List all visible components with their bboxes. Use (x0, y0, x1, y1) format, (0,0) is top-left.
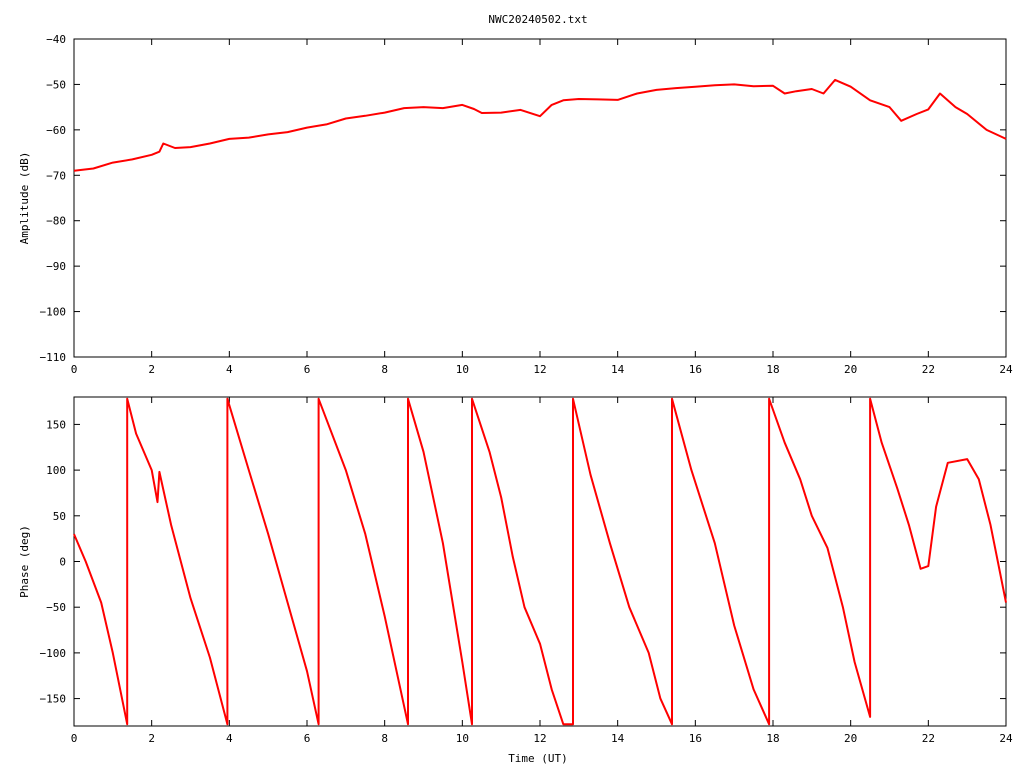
phase-x-tick-label: 6 (304, 732, 311, 745)
amplitude-y-tick-label: −110 (40, 351, 67, 364)
amplitude-y-tick-label: −80 (46, 215, 66, 228)
amplitude-y-axis-label: Amplitude (dB) (18, 152, 31, 245)
amplitude-y-tick-label: −70 (46, 169, 66, 182)
amplitude-x-tick-label: 0 (71, 363, 78, 376)
phase-y-tick-label: 150 (46, 418, 66, 431)
phase-x-tick-label: 12 (533, 732, 546, 745)
phase-x-tick-label: 24 (999, 732, 1013, 745)
amplitude-plot-frame (73, 38, 1007, 358)
phase-x-tick-label: 14 (611, 732, 625, 745)
phase-x-tick-label: 20 (844, 732, 857, 745)
phase-y-tick-label: 0 (59, 556, 66, 569)
phase-x-axis-label: Time (UT) (508, 752, 568, 765)
chart-title: NWC20240502.txt (488, 13, 587, 26)
amplitude-x-tick-label: 8 (381, 363, 388, 376)
phase-x-tick-label: 16 (689, 732, 702, 745)
amplitude-y-tick-label: −100 (40, 306, 67, 319)
amplitude-y-tick-label: −40 (46, 33, 66, 46)
phase-y-tick-label: 50 (53, 510, 66, 523)
phase-x-tick-label: 18 (766, 732, 779, 745)
amplitude-series-line (73, 78, 1007, 172)
phase-x-tick-label: 22 (922, 732, 935, 745)
amplitude-x-tick-label: 20 (844, 363, 857, 376)
phase-y-tick-label: −50 (46, 601, 66, 614)
phase-x-tick-label: 10 (456, 732, 469, 745)
phase-y-tick-label: −100 (40, 647, 67, 660)
phase-y-axis-label: Phase (deg) (18, 525, 31, 598)
phase-x-tick-label: 4 (226, 732, 233, 745)
amplitude-y-tick-label: −90 (46, 260, 66, 273)
phase-x-tick-label: 0 (71, 732, 78, 745)
phase-plot-frame (73, 396, 1007, 727)
amplitude-x-tick-label: 24 (999, 363, 1013, 376)
amplitude-x-tick-label: 2 (148, 363, 155, 376)
amplitude-x-tick-label: 18 (766, 363, 779, 376)
phase-y-tick-label: −150 (40, 693, 67, 706)
amplitude-x-tick-label: 16 (689, 363, 702, 376)
phase-panel: 0 2 4 6 8 10 12 14 16 18 20 22 24150100500−50−100−15… (18, 396, 1013, 765)
amplitude-x-tick-label: 6 (304, 363, 311, 376)
amplitude-x-tick-label: 12 (533, 363, 546, 376)
amplitude-x-tick-label: 14 (611, 363, 625, 376)
phase-x-tick-label: 8 (381, 732, 388, 745)
amplitude-x-tick-label: 22 (922, 363, 935, 376)
phase-x-tick-label: 2 (148, 732, 155, 745)
amplitude-x-tick-label: 4 (226, 363, 233, 376)
phase-y-tick-label: 100 (46, 464, 66, 477)
amplitude-panel: 0 2 4 6 8 10 12 14 16 18 20 22 24−40−50−60−70−80−90−… (18, 33, 1013, 376)
amplitude-y-tick-label: −50 (46, 78, 66, 91)
amplitude-x-tick-label: 10 (456, 363, 469, 376)
phase-series-line (73, 397, 1007, 726)
amplitude-y-tick-label: −60 (46, 124, 66, 137)
